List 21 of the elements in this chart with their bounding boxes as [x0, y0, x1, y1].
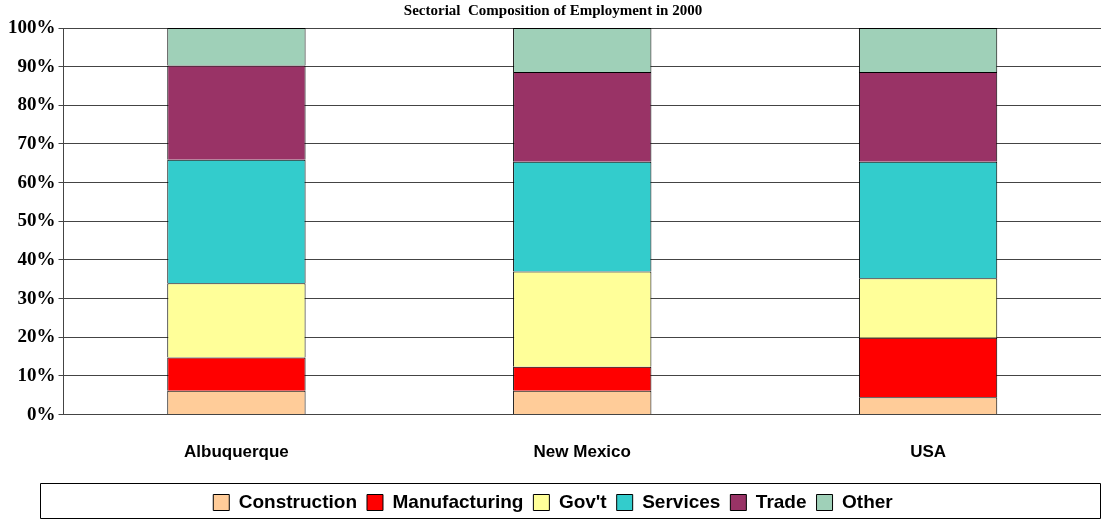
y-tick-label: 0%: [27, 402, 56, 424]
y-tick-label: 80%: [17, 93, 56, 115]
y-tick-label: 60%: [17, 170, 56, 192]
legend-label: Manufacturing: [392, 490, 524, 512]
legend-label: Other: [842, 490, 894, 512]
y-tick-label: 70%: [17, 131, 56, 153]
x-tick-label: New Mexico: [533, 442, 631, 462]
legend-label: Construction: [238, 490, 357, 512]
x-tick-label: USA: [910, 442, 947, 462]
legend-label: Services: [642, 490, 721, 512]
y-tick-label: 100%: [8, 15, 56, 37]
chart-title: Sectorial Composition of Employment in 2000: [403, 1, 703, 18]
y-tick-label: 50%: [17, 209, 56, 231]
x-tick-label: Albuquerque: [183, 442, 289, 462]
y-tick-label: 20%: [17, 325, 56, 347]
y-tick-label: 10%: [17, 363, 56, 385]
y-tick-label: 30%: [17, 286, 56, 308]
legend-label: Trade: [755, 490, 807, 512]
legend-label: Gov't: [558, 490, 608, 512]
y-tick-label: 90%: [17, 54, 56, 76]
y-tick-label: 40%: [17, 247, 56, 269]
